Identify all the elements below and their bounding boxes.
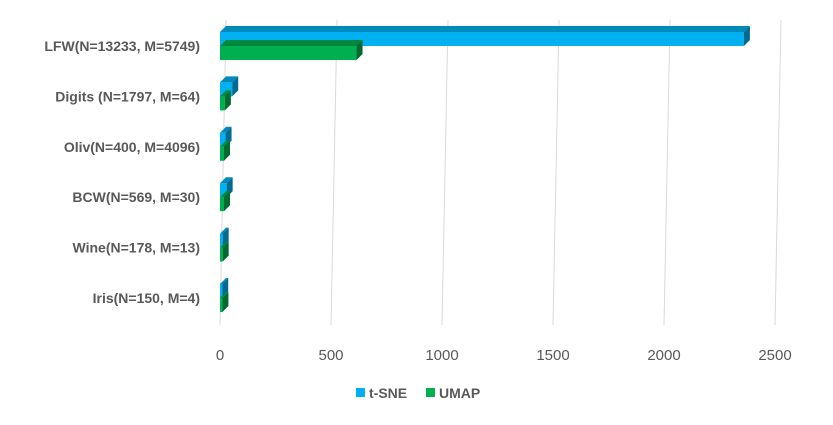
bar-umap-3 [220,140,230,161]
legend-swatch [426,388,435,397]
bars [220,26,750,312]
legend-label: t-SNE [369,385,407,401]
bar-umap-6 [220,292,229,312]
x-tick-label: 1500 [536,347,569,364]
gridlines [219,19,782,326]
x-tick-label: 0 [216,347,224,364]
category-label: Oliv(N=400, M=4096) [64,139,200,155]
category-label: Wine(N=178, M=13) [73,240,200,256]
bar-umap-5 [220,241,229,262]
x-tick-label: 2000 [647,347,680,364]
x-tick-label: 500 [318,347,343,364]
x-tick-labels: 0 500 1000 1500 2000 2500 [216,347,792,364]
category-label: Iris(N=150, M=4) [93,290,200,306]
category-labels: LFW(N=13233, M=5749) Digits (N=1797, M=64… [44,38,200,306]
bar-umap-1 [220,40,363,60]
gridline [663,19,671,326]
gridline [330,19,338,326]
bar-umap-4 [220,191,230,212]
bar-umap-2 [220,90,231,111]
legend: t-SNE UMAP [356,385,480,401]
category-label: BCW(N=569, M=30) [72,189,200,205]
gridline [219,19,227,326]
legend-label: UMAP [439,385,480,401]
gridline [774,19,782,326]
legend-swatch [356,388,365,397]
category-label: LFW(N=13233, M=5749) [44,38,200,54]
x-tick-label: 2500 [758,347,791,364]
category-label: Digits (N=1797, M=64) [55,88,200,104]
x-tick-label: 1000 [425,347,458,364]
gridline [441,19,449,326]
gridline [552,19,560,326]
